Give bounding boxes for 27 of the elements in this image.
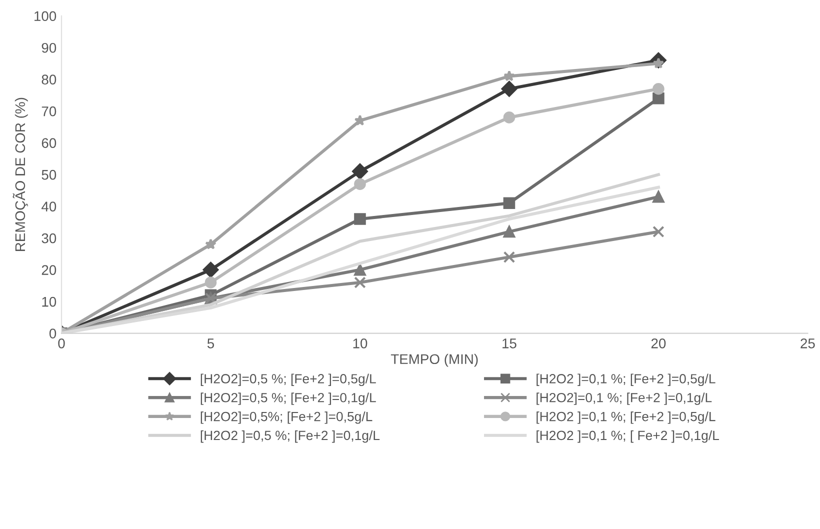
y-tick-label: 80 [42, 74, 56, 85]
y-axis-title: REMOÇÃO DE COR (%) [12, 98, 28, 251]
legend-label: [H2O2]=0,5 %; [Fe+2 ]=0,5g/L [200, 374, 376, 386]
y-tick-label: 0 [49, 328, 56, 338]
y-tick-label: 20 [42, 265, 56, 275]
legend-label: [H2O2 ]=0,1 %; [Fe+2 ]=0,5g/L [536, 374, 716, 386]
legend-label: [H2O2 ]=0,1 %; [Fe+2 ]=0,5g/L [536, 412, 716, 424]
y-tick-label: 10 [42, 296, 56, 307]
x-tick-label: 20 [651, 338, 666, 348]
x-tick-label: 15 [502, 338, 516, 348]
legend-label: [H2O2 ]=0,1 %; [ Fe+2 ]=0,1g/L [536, 430, 719, 443]
legend-label: [H2O2]=0,5 %; [Fe+2 ]=0,1g/L [200, 392, 376, 405]
y-tick-label: 70 [42, 106, 56, 116]
legend-label: [H2O2]=0,5%; [Fe+2 ]=0,5g/L [200, 412, 372, 424]
x-tick-label: 25 [800, 338, 815, 348]
legend-label: [H2O2]=0,1 %; [Fe+2 ]=0,1g/L [536, 392, 712, 405]
x-tick-label: 0 [58, 338, 65, 348]
y-tick-label: 50 [42, 170, 56, 180]
legend-label: [H2O2 ]=0,5 %; [Fe+2 ]=0,1g/L [200, 430, 380, 443]
x-axis-title: TEMPO (MIN) [390, 354, 478, 367]
y-tick-label: 60 [42, 138, 56, 148]
y-tick-label: 30 [42, 233, 56, 244]
y-tick-label: 90 [42, 42, 56, 53]
x-tick-label: 5 [207, 338, 214, 348]
y-tick-label: 40 [42, 202, 56, 212]
y-tick-label: 100 [34, 11, 56, 22]
x-tick-label: 10 [353, 338, 368, 348]
